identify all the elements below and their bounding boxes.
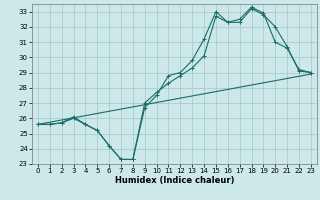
X-axis label: Humidex (Indice chaleur): Humidex (Indice chaleur): [115, 176, 234, 185]
